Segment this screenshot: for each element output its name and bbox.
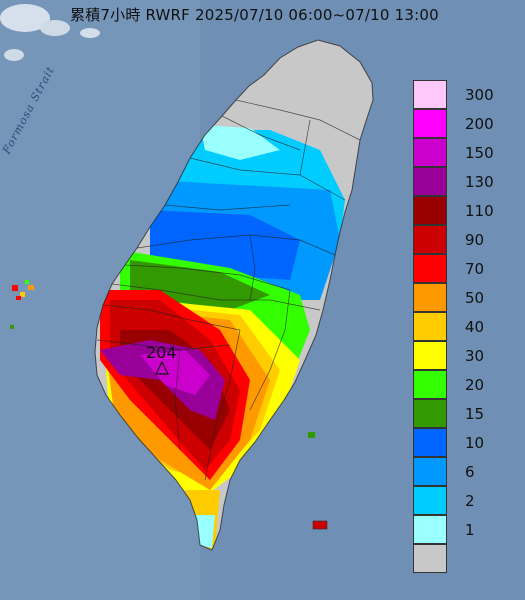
legend-label: 10 xyxy=(465,434,485,452)
zone-150mm xyxy=(140,350,210,395)
legend-label: 50 xyxy=(465,289,485,307)
penghu-dots xyxy=(12,285,18,291)
legend-swatch xyxy=(413,312,447,341)
cloud-texture xyxy=(0,4,100,61)
legend-label: 1 xyxy=(465,521,475,539)
offshore-islands xyxy=(10,280,328,530)
legend-swatch xyxy=(413,515,447,544)
legend-swatch xyxy=(413,80,447,109)
legend-swatch xyxy=(413,283,447,312)
legend-label: 6 xyxy=(465,463,475,481)
legend-swatch xyxy=(413,341,447,370)
map-title: 累積7小時 RWRF 2025/07/10 06:00~07/10 13:00 xyxy=(70,6,439,24)
legend-swatch xyxy=(413,167,447,196)
zone-1mm xyxy=(200,125,280,160)
lanyu-island xyxy=(312,520,328,530)
legend-label: 30 xyxy=(465,347,485,365)
legend-label: 130 xyxy=(465,173,494,191)
max-rainfall-triangle xyxy=(155,360,169,375)
legend-label: 70 xyxy=(465,260,485,278)
legend-label: 150 xyxy=(465,144,494,162)
legend-label: 200 xyxy=(465,115,494,133)
legend-swatch xyxy=(413,486,447,515)
legend-label: 300 xyxy=(465,86,494,104)
legend-swatch xyxy=(413,196,447,225)
legend-swatch xyxy=(413,399,447,428)
legend-swatch xyxy=(413,457,447,486)
legend-swatch xyxy=(413,225,447,254)
max-rainfall-value: 204 xyxy=(146,343,177,362)
legend-swatch xyxy=(413,109,447,138)
legend-swatch xyxy=(413,428,447,457)
legend-label: 110 xyxy=(465,202,494,220)
legend-label: 2 xyxy=(465,492,475,510)
legend-swatch xyxy=(413,370,447,399)
legend-swatch xyxy=(413,138,447,167)
legend-label: 90 xyxy=(465,231,485,249)
greenisland xyxy=(308,432,315,438)
legend-label: 20 xyxy=(465,376,485,394)
legend-swatch xyxy=(413,254,447,283)
legend-label: 15 xyxy=(465,405,485,423)
legend-label: 40 xyxy=(465,318,485,336)
county-boundaries xyxy=(94,39,374,551)
zone-south-tip-2 xyxy=(195,515,215,548)
legend-swatch xyxy=(413,544,447,573)
